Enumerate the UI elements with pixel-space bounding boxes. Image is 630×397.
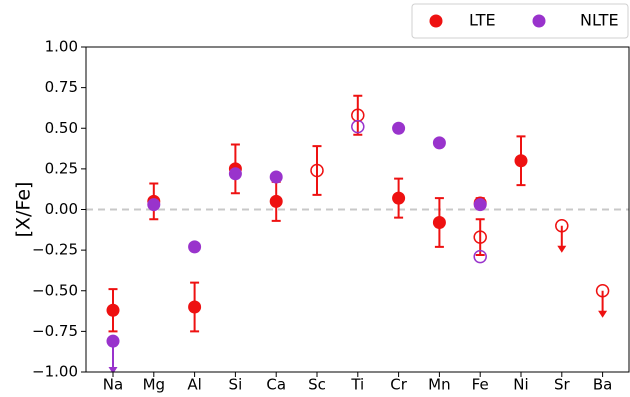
y-tick-label: 0.75 [45,78,78,96]
nlte-point-filled [473,198,487,212]
y-tick-label: 0.00 [45,200,78,218]
lte-point-filled [432,216,446,229]
y-tick-label: −1.00 [32,363,78,381]
legend-nlte-label: NLTE [580,11,619,30]
lte-upper-limit-marker [595,284,610,298]
y-ticks: 1.00 0.75 0.50 0.25 0.00 −0.25 −0.50 −0.75 −1.00 [32,38,86,381]
y-axis-label: [X/Fe] [13,182,35,238]
y-tick-label: −0.75 [32,322,78,340]
lte-point-filled [269,194,283,208]
upper-limit-arrow-head [598,310,608,318]
upper-limit-arrow-head [557,245,567,253]
y-tick-label: 0.50 [45,119,78,137]
nlte-point-filled [269,170,283,184]
x-tick-label: Si [229,376,243,394]
lte-point-filled [106,303,120,317]
y-tick-label: −0.25 [32,241,78,259]
y-tick-label: 1.00 [45,38,78,56]
nlte-point-filled [432,136,446,150]
plot-frame [85,46,630,373]
x-tick-label: Ba [593,376,612,394]
lte-point-open [310,163,324,178]
x-tick-label: Ni [513,376,528,394]
legend: LTE NLTE [411,3,629,39]
y-tick-label: 0.25 [45,159,78,177]
legend-lte-label: LTE [469,11,496,30]
nlte-point-filled [392,121,406,135]
lte-upper-limit-marker [555,219,569,233]
nlte-point-filled [106,334,120,348]
legend-box [411,3,629,39]
lte-point-filled [188,300,202,314]
x-tick-label: Ti [350,376,364,394]
nlte-point-filled [188,240,202,254]
x-tick-label: Sc [308,376,326,394]
x-tick-label: Sr [554,376,571,394]
x-tick-label: Na [103,376,123,394]
x-tick-label: Ca [266,376,286,394]
legend-nlte-marker [532,14,546,28]
nlte-point-filled [228,167,242,181]
x-tick-label: Mg [143,376,165,394]
nlte-point-filled [147,198,161,212]
lte-point-filled [392,191,406,205]
upper-limit-arrows [108,225,608,372]
upper-limit-arrow-head [108,367,118,372]
legend-lte-marker [429,14,443,28]
x-ticks: Na Mg Al Si Ca Sc Ti Cr Mn Fe Ni Sr Ba [103,372,612,394]
y-tick-label: −0.50 [32,281,78,299]
nlte-point-open [473,249,487,264]
x-tick-label: Al [187,376,201,394]
error-bars [108,94,526,333]
data-markers [106,108,610,348]
lte-point-filled [514,154,528,168]
nlte-point-open [351,119,365,134]
lte-point-open [473,230,487,244]
x-tick-label: Mn [428,376,450,394]
x-tick-label: Cr [390,376,407,394]
x-tick-label: Fe [472,376,489,394]
